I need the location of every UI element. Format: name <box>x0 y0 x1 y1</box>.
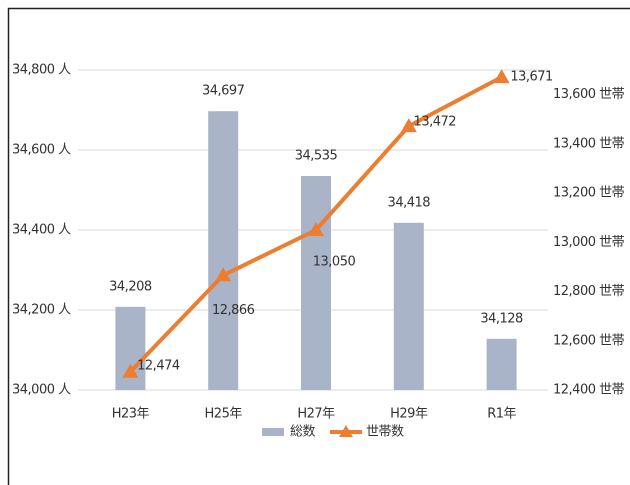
data-label: 34,697 <box>202 84 245 99</box>
x-tick-label: H23年 <box>112 407 150 422</box>
marker <box>215 267 232 282</box>
y2-tick-label: 13,200 世帯 <box>553 186 625 201</box>
y2-tick-label: 12,800 世帯 <box>553 284 625 299</box>
y2-tick-label: 12,400 世帯 <box>553 383 625 398</box>
y2-tick-label: 12,600 世帯 <box>553 333 625 348</box>
y-tick-label: 34,400 人 <box>12 223 71 238</box>
y-tick-label: 34,000 人 <box>12 383 71 398</box>
marker <box>400 118 417 133</box>
bar <box>486 338 517 390</box>
bar <box>208 111 239 390</box>
data-label: 34,418 <box>388 195 431 210</box>
x-tick-label: H25年 <box>205 407 243 422</box>
marker <box>122 363 139 378</box>
y2-tick-label: 13,000 世帯 <box>553 235 625 250</box>
marker <box>493 69 510 84</box>
data-label: 34,208 <box>109 279 152 294</box>
marker <box>308 222 324 236</box>
data-label: 13,050 <box>313 255 356 270</box>
data-label: 13,472 <box>414 115 457 130</box>
legend-label: 世帯数 <box>366 425 404 440</box>
x-tick-label: H29年 <box>390 407 428 422</box>
bar <box>393 222 424 390</box>
data-label: 12,474 <box>137 358 180 373</box>
legend-swatch <box>339 425 353 437</box>
data-label: 13,671 <box>510 70 553 85</box>
legend-label: 総数 <box>290 425 316 440</box>
y-tick-label: 34,800 人 <box>12 63 71 78</box>
legend-swatch <box>262 428 284 436</box>
x-tick-label: H27年 <box>297 407 335 422</box>
y2-tick-label: 13,400 世帯 <box>553 136 625 151</box>
data-label: 34,535 <box>295 149 338 164</box>
y-tick-label: 34,600 人 <box>12 143 71 158</box>
bar <box>301 176 331 390</box>
frame <box>7 7 630 485</box>
x-tick-label: R1年 <box>487 407 516 422</box>
y-tick-label: 34,200 人 <box>12 303 71 318</box>
data-label: 12,866 <box>212 303 255 318</box>
data-label: 34,128 <box>480 311 523 326</box>
y2-tick-label: 13,600 世帯 <box>553 87 625 102</box>
